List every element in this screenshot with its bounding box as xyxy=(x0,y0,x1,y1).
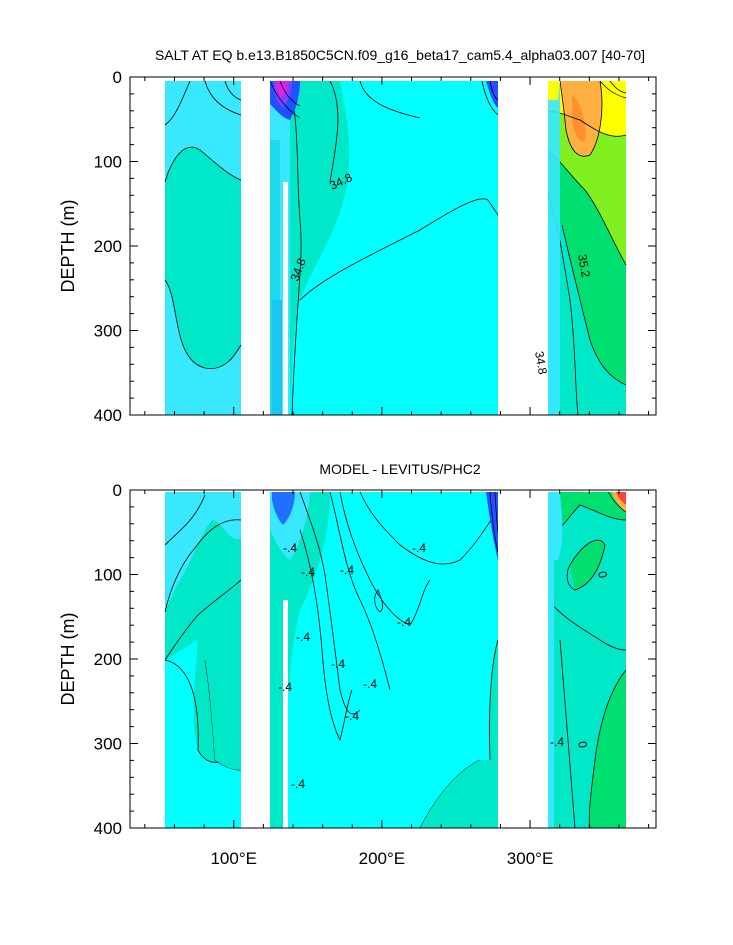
contour-label: -.4 xyxy=(397,615,411,629)
y-tick-label: 0 xyxy=(113,68,122,87)
panel-1-plot-area xyxy=(164,77,627,415)
contour-label: 0 xyxy=(595,570,610,579)
contour-label: -.4 xyxy=(278,680,292,694)
contour-label: -.4 xyxy=(345,709,359,723)
panel-1-title: SALT AT EQ b.e13.B1850C5CN.f09_g16_beta1… xyxy=(155,47,645,63)
panel-2-y-axis-label: DEPTH (m) xyxy=(58,613,78,706)
contour-label: -.4 xyxy=(550,735,564,749)
panel-2-ticks xyxy=(130,489,656,829)
panel-1: SALT AT EQ b.e13.B1850C5CN.f09_g16_beta1… xyxy=(58,47,657,425)
panel-2-plot-area xyxy=(164,490,627,828)
contour-label: -.4 xyxy=(296,630,310,644)
contour-label: -.4 xyxy=(301,565,315,579)
contour-label: 35.2 xyxy=(575,253,593,279)
x-tick-label: 100°E xyxy=(210,849,257,868)
y-tick-label: 400 xyxy=(94,819,122,838)
y-tick-label: 100 xyxy=(94,153,122,172)
contour-label: -.4 xyxy=(340,563,354,577)
panel-2-y-tick-labels: 0 100 200 300 400 xyxy=(94,481,122,838)
y-tick-label: 0 xyxy=(113,481,122,500)
y-tick-label: 300 xyxy=(94,735,122,754)
contour-label: -.4 xyxy=(283,541,297,555)
x-tick-label: 300°E xyxy=(507,849,554,868)
contour-label: -.4 xyxy=(291,777,305,791)
y-tick-label: 200 xyxy=(94,237,122,256)
panel-1-y-tick-labels: 0 100 200 300 400 xyxy=(94,68,122,425)
panel-2-x-tick-labels: 100°E 200°E 300°E xyxy=(210,849,553,868)
contour-label: 34.8 xyxy=(532,350,550,376)
y-tick-label: 300 xyxy=(94,322,122,341)
panel-2-title: MODEL - LEVITUS/PHC2 xyxy=(319,461,481,477)
indian-lower-layer xyxy=(165,280,241,415)
panel-1-ticks xyxy=(130,76,656,416)
contour-label: 0 xyxy=(575,740,590,749)
contour-label: -.4 xyxy=(331,657,345,671)
y-tick-label: 100 xyxy=(94,566,122,585)
y-tick-label: 200 xyxy=(94,650,122,669)
panel-1-y-axis-label: DEPTH (m) xyxy=(58,200,78,293)
contour-label: -.4 xyxy=(412,541,426,555)
y-tick-label: 400 xyxy=(94,406,122,425)
contour-label: -.4 xyxy=(363,677,377,691)
x-tick-label: 200°E xyxy=(359,849,406,868)
panel-2: MODEL - LEVITUS/PHC2 xyxy=(58,461,657,868)
